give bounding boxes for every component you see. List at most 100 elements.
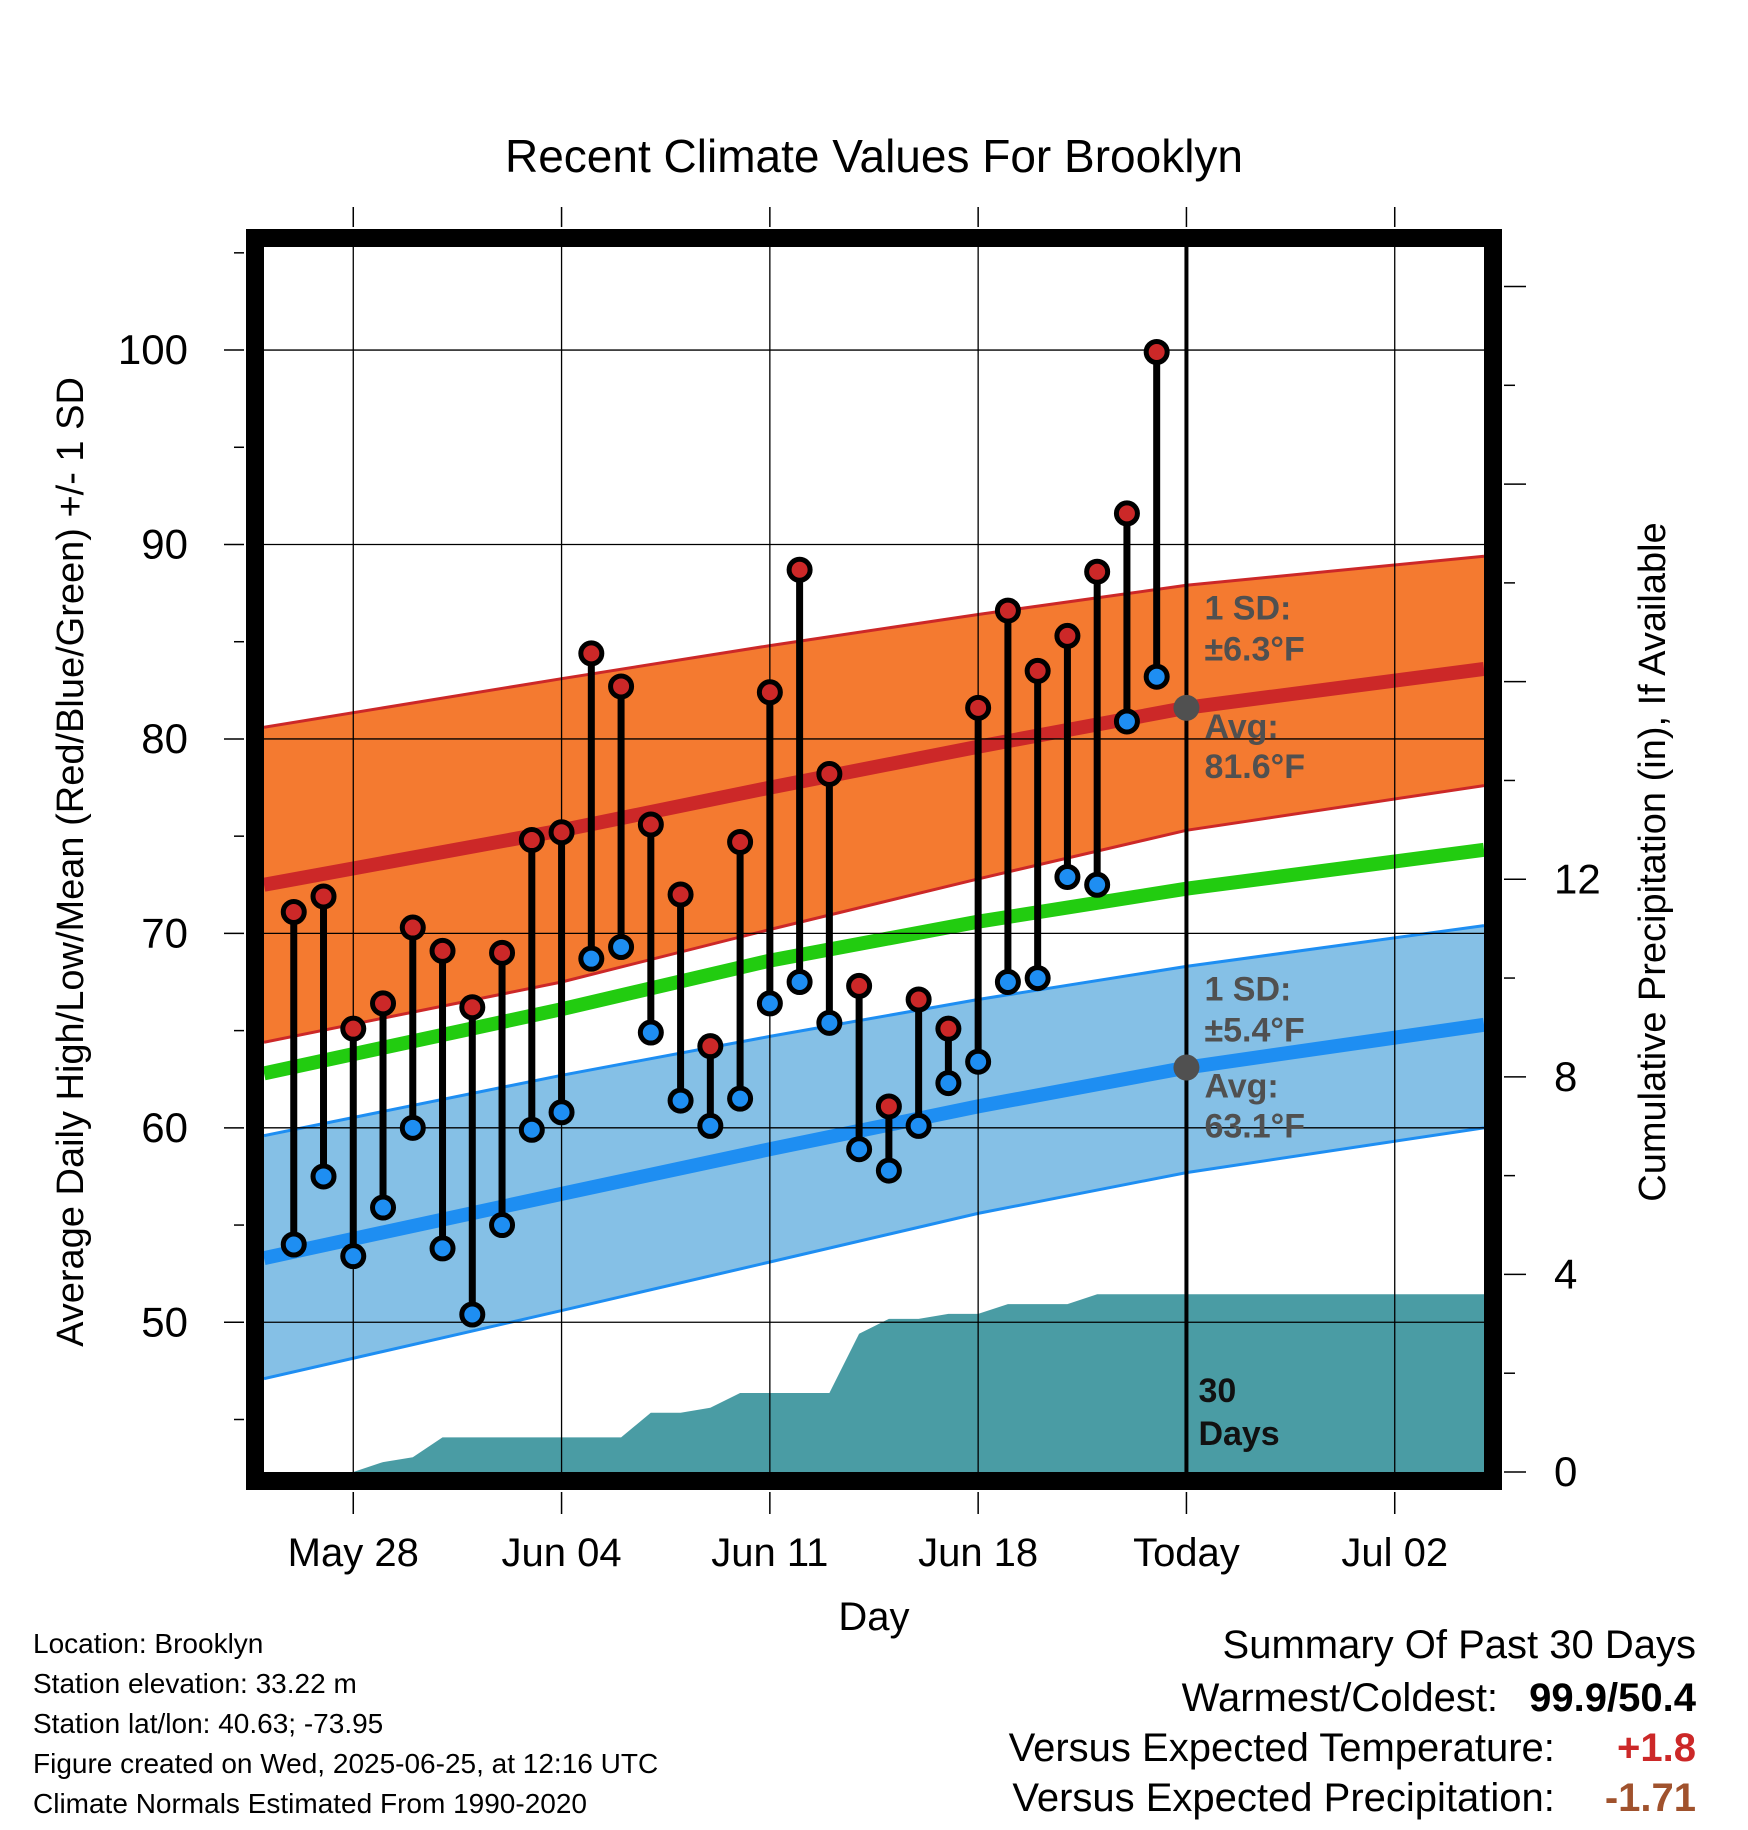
days-word-label: Days (1198, 1415, 1279, 1453)
plot-frame (246, 229, 1502, 1490)
y-axis-tick-label: 70 (141, 909, 188, 956)
daily-low-point (667, 1087, 694, 1114)
daily-high-point (370, 990, 397, 1017)
daily-low-point (786, 969, 813, 995)
daily-low-point (1113, 708, 1140, 735)
daily-low-point (608, 934, 635, 960)
y-axis-tick-label: 80 (141, 715, 188, 762)
daily-high-point (1084, 558, 1111, 585)
daily-low-point (1084, 871, 1111, 898)
daily-low-point (875, 1157, 902, 1184)
daily-high-point (399, 914, 426, 941)
daily-high-point (697, 1033, 724, 1060)
info-latlon: Station lat/lon: 40.63; -73.95 (33, 1708, 384, 1739)
daily-low-point (370, 1194, 397, 1221)
warm-cold-label: Warmest/Coldest: (1181, 1676, 1499, 1720)
temp-vs-expected-label: Versus Expected Temperature: (1008, 1726, 1555, 1770)
daily-low-point (846, 1136, 873, 1163)
daily-high-point (1024, 657, 1051, 684)
low-avg-value: 63.1°F (1204, 1108, 1305, 1146)
daily-high-point (489, 939, 516, 966)
y-axis-tick-label: 90 (141, 521, 188, 568)
daily-high-point (340, 1015, 367, 1042)
daily-high-point (756, 679, 783, 706)
x-axis-tick-label: Jun 04 (502, 1531, 622, 1575)
daily-high-point (310, 883, 337, 910)
daily-high-point (816, 760, 843, 787)
high-sd-lower-line (264, 784, 1484, 1044)
daily-low-point (816, 1009, 843, 1036)
mean-line (264, 842, 1484, 1081)
daily-low-point (965, 1048, 992, 1075)
x-axis-tick-label: May 28 (288, 1531, 419, 1575)
daily-low-point (518, 1116, 545, 1143)
y2-axis-tick-label: 8 (1554, 1053, 1577, 1100)
daily-low-point (727, 1085, 754, 1112)
today-low-avg-marker (1173, 1054, 1200, 1081)
y2-axis-label: Cumulative Precipitation (in), If Availa… (1632, 522, 1674, 1201)
chart-title: Recent Climate Values For Brooklyn (505, 130, 1243, 182)
y-axis-tick-label: 50 (141, 1298, 188, 1345)
daily-low-point (697, 1112, 724, 1139)
plot-area (264, 247, 1484, 1472)
daily-low-point (905, 1112, 932, 1139)
daily-high-point (548, 819, 575, 846)
info-normals: Climate Normals Estimated From 1990-2020 (33, 1788, 587, 1819)
high-mean-line (264, 661, 1484, 892)
y2-axis-tick-label: 12 (1554, 855, 1601, 902)
daily-high-point (935, 1015, 962, 1042)
x-axis-label: Day (838, 1595, 909, 1639)
y2-axis-tick-label: 4 (1554, 1250, 1577, 1297)
daily-high-point (667, 881, 694, 908)
warm-cold-value: 99.9/50.4 (1529, 1676, 1696, 1720)
daily-low-point (548, 1099, 575, 1126)
x-axis-tick-label: Jul 02 (1341, 1531, 1448, 1575)
station-info: Location: Brooklyn Station elevation: 33… (33, 1630, 658, 1830)
low-sd-value: ±5.4°F (1204, 1011, 1304, 1049)
high-sd-upper-line (264, 554, 1484, 729)
daily-high-point (637, 811, 664, 838)
daily-low-point (340, 1243, 367, 1270)
daily-low-point (280, 1231, 307, 1258)
summary-warm-cold: Warmest/Coldest: 99.9/50.4 (1182, 1678, 1696, 1718)
daily-high-point (965, 694, 992, 721)
daily-low-point (489, 1212, 516, 1239)
daily-high-point (875, 1093, 902, 1120)
daily-low-point (459, 1301, 486, 1328)
daily-low-point (1024, 965, 1051, 992)
daily-low-point (429, 1235, 456, 1262)
daily-high-point (786, 556, 813, 583)
x-axis-tick-label: Jun 11 (711, 1531, 828, 1575)
y-axis-label: Average Daily High/Low/Mean (Red/Blue/Gr… (50, 377, 92, 1347)
high-sd-value: ±6.3°F (1204, 630, 1304, 668)
precip-vs-expected-value: -1.71 (1604, 1776, 1696, 1820)
high-avg-label: Avg: (1204, 708, 1278, 746)
daily-high-point (994, 597, 1021, 624)
daily-low-point (578, 945, 605, 972)
daily-high-point (429, 937, 456, 964)
high-avg-value: 81.6°F (1204, 748, 1305, 786)
x-axis-tick-label: Today (1133, 1531, 1240, 1575)
high-sd-label: 1 SD: (1204, 589, 1291, 627)
daily-high-point (1143, 339, 1170, 365)
info-elevation: Station elevation: 33.22 m (33, 1668, 357, 1699)
today-high-avg-marker (1173, 694, 1200, 721)
daily-high-point (459, 994, 486, 1021)
x-axis-tick-label: Jun 18 (918, 1531, 1038, 1575)
precipitation-area (353, 1294, 1484, 1472)
y-axis-tick-label: 100 (118, 326, 188, 373)
summary-heading: Summary Of Past 30 Days (1222, 1623, 1696, 1667)
precip-vs-expected-label: Versus Expected Precipitation: (1012, 1776, 1555, 1820)
low-sd-band (264, 925, 1484, 1379)
daily-high-point (727, 829, 754, 855)
daily-high-point (608, 673, 635, 700)
daily-low-point (994, 969, 1021, 995)
daily-low-point (310, 1163, 337, 1190)
summary-precipitation: Versus Expected Precipitation: -1.71 (1012, 1778, 1696, 1818)
daily-low-point (1143, 663, 1170, 690)
daily-low-point (935, 1070, 962, 1097)
daily-high-point (1054, 622, 1081, 649)
temp-vs-expected-value: +1.8 (1617, 1726, 1696, 1770)
daily-high-point (518, 827, 545, 854)
daily-high-point (1113, 500, 1140, 527)
